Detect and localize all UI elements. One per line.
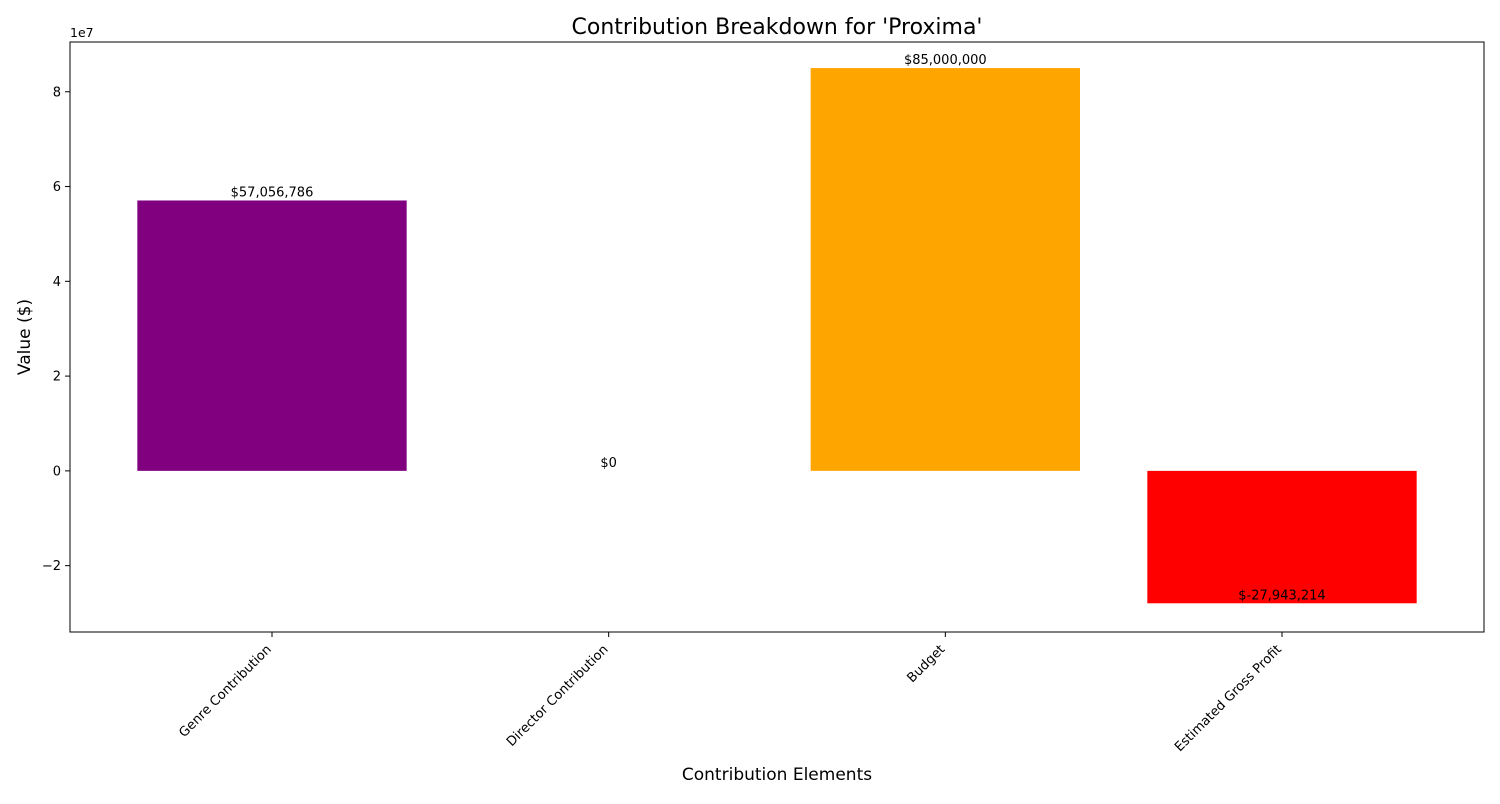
x-tick-label: Director Contribution xyxy=(504,642,612,750)
y-tick-label: 8 xyxy=(53,85,61,100)
plot-area-frame xyxy=(69,41,1485,633)
y-tick-label: 4 xyxy=(53,275,61,290)
y-tick-label: −2 xyxy=(42,559,61,574)
y-axis-offset-label: 1e7 xyxy=(70,25,94,40)
value-label-genre-contribution: $57,056,786 xyxy=(231,185,314,200)
bars-layer xyxy=(137,68,1417,604)
y-tick-label: 6 xyxy=(53,180,61,195)
value-labels-layer: $57,056,786 $0 $85,000,000 $-27,943,214 xyxy=(231,53,1326,603)
y-tick-label: 2 xyxy=(53,370,61,385)
x-tick-label: Budget xyxy=(904,642,948,686)
value-label-director-contribution: $0 xyxy=(600,456,617,471)
y-tick-label: 0 xyxy=(53,464,61,479)
y-axis-label: Value ($) xyxy=(15,299,35,375)
value-label-estimated-gross-profit: $-27,943,214 xyxy=(1238,588,1325,603)
x-tick-label: Genre Contribution xyxy=(176,642,274,740)
x-axis-label: Contribution Elements xyxy=(682,765,872,785)
bar-budget xyxy=(810,68,1080,471)
x-axis-ticks: Genre Contribution Director Contribution B… xyxy=(176,632,1285,755)
x-tick-label: Estimated Gross Profit xyxy=(1172,642,1285,755)
bar-genre-contribution xyxy=(137,200,407,471)
chart-title: Contribution Breakdown for 'Proxima' xyxy=(572,15,983,40)
bar-estimated-gross-profit xyxy=(1147,470,1417,604)
value-label-budget: $85,000,000 xyxy=(904,53,987,68)
y-axis-ticks: −2 0 2 4 6 8 xyxy=(42,85,70,574)
